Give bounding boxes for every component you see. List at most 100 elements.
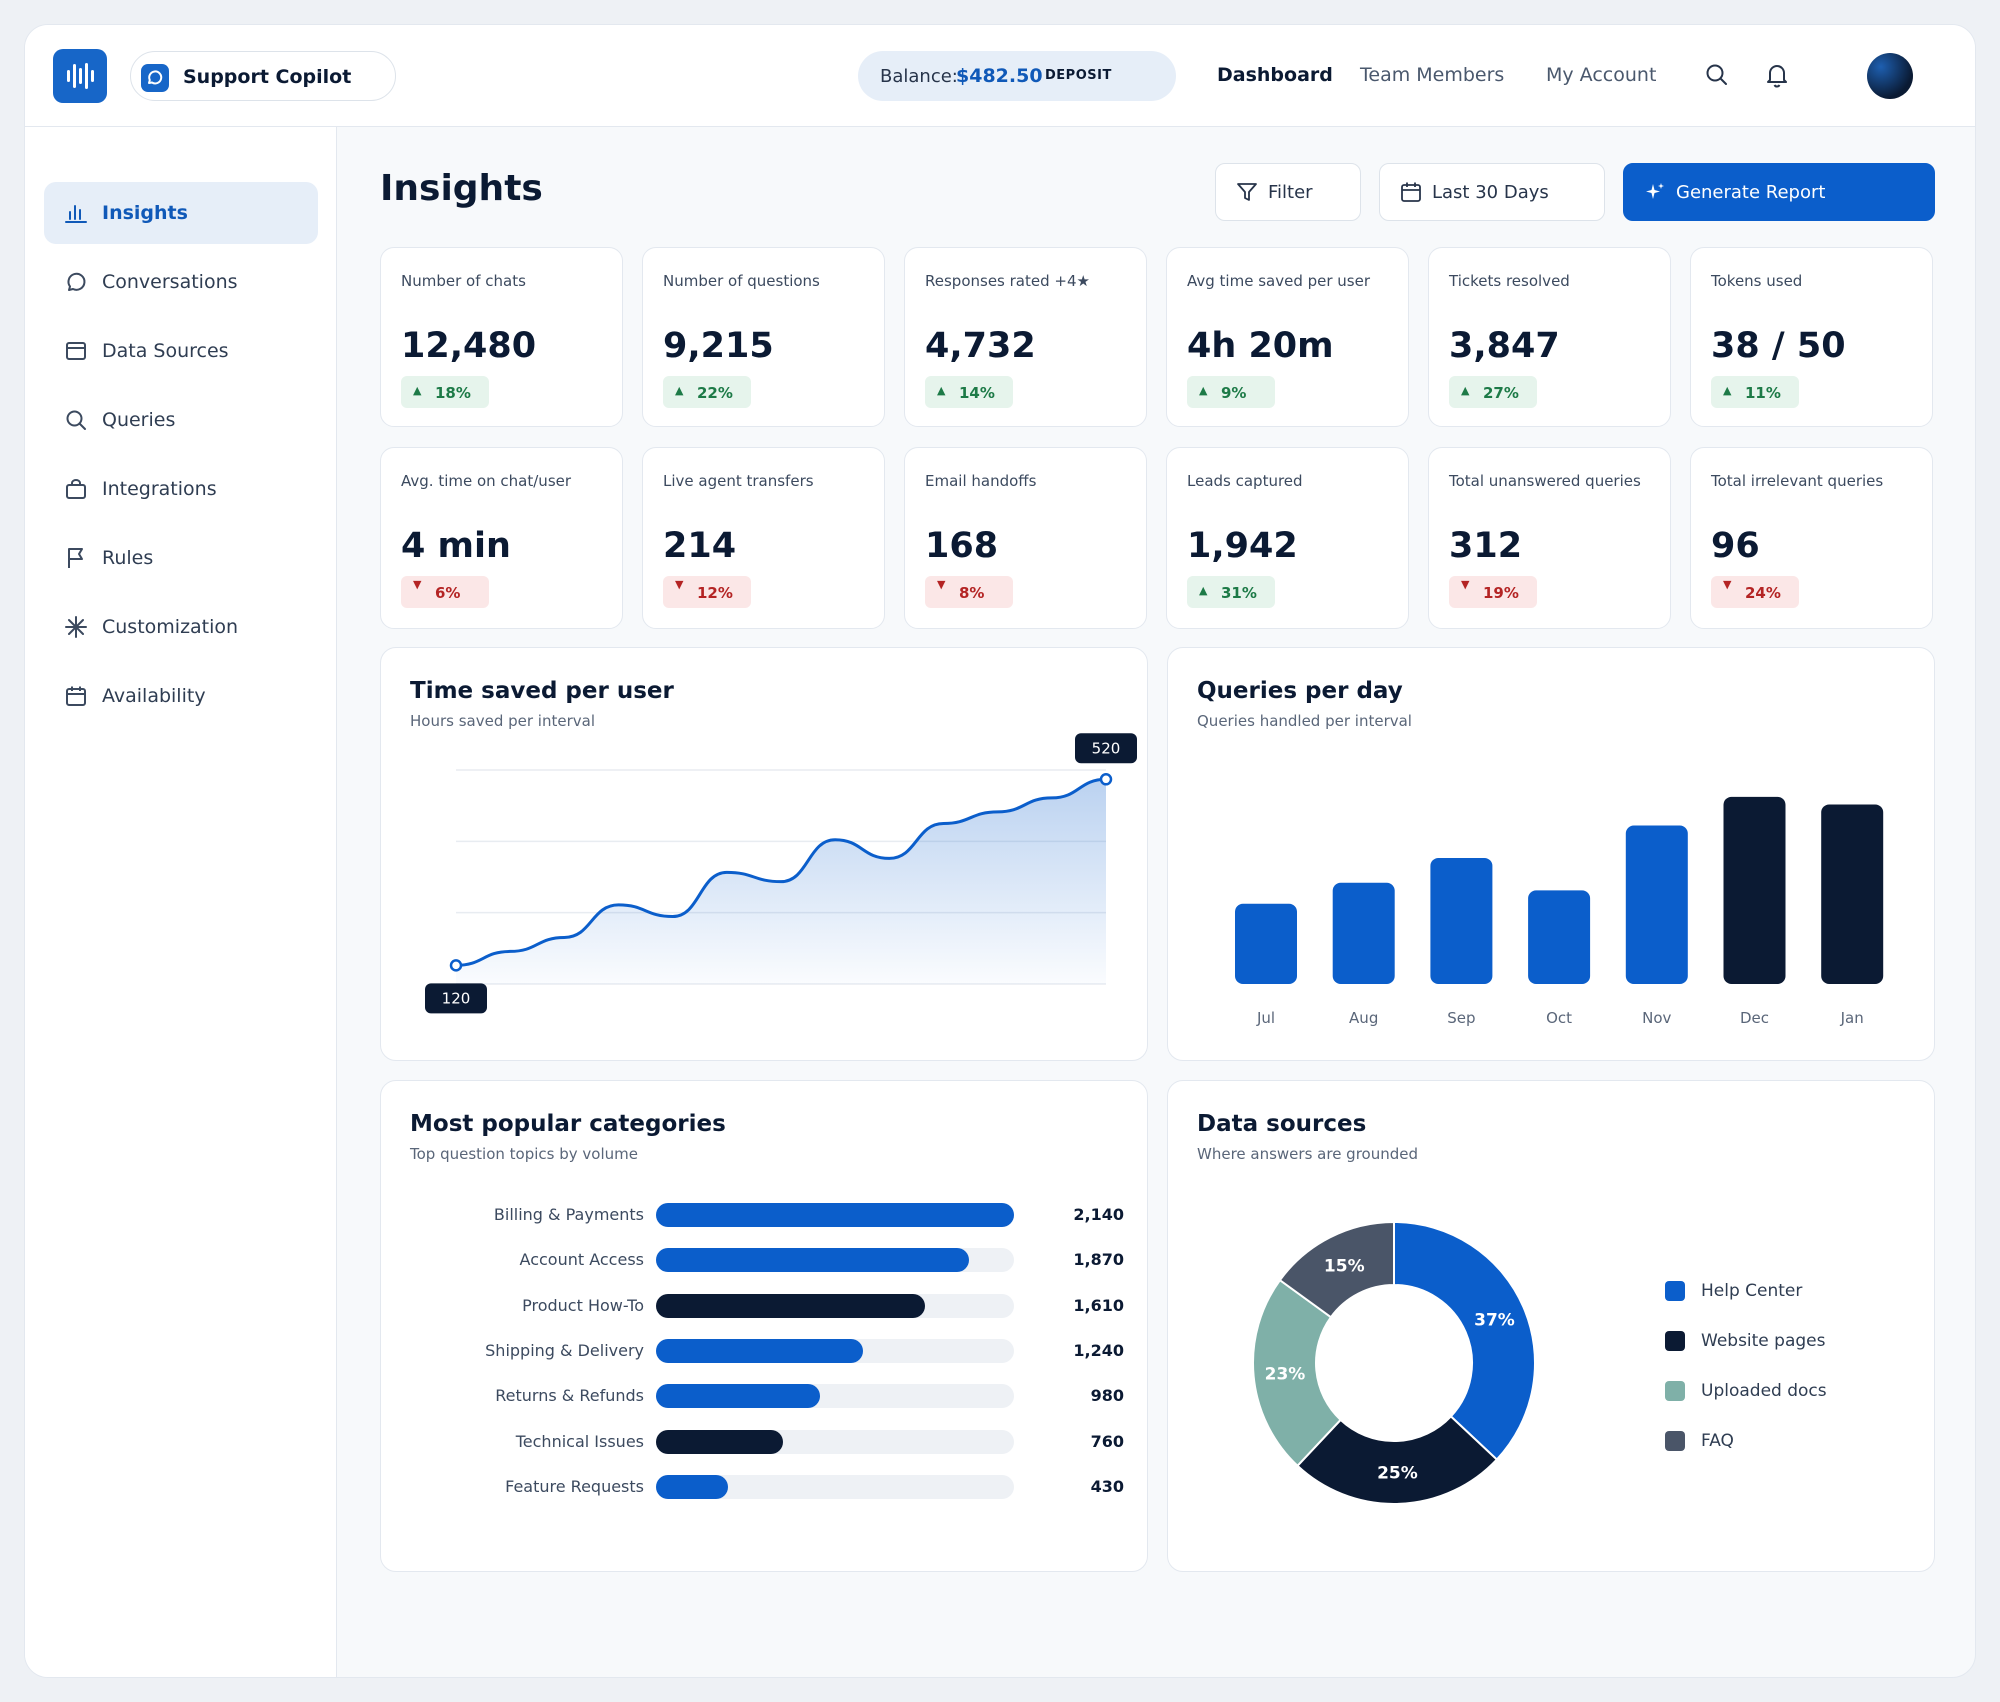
value-tag-label: 520 [1092, 739, 1121, 757]
nav-team-members[interactable]: Team Members [1360, 64, 1505, 86]
sidebar-item-rules[interactable]: Rules [44, 527, 318, 589]
kpi-card: Avg. time on chat/user 4 min ▼ 6% [380, 447, 623, 629]
kpi-change-badge: ▼ 6% [401, 576, 489, 608]
kpi-card: Avg time saved per user 4h 20m ▲ 9% [1166, 247, 1409, 427]
date-range-button[interactable]: Last 30 Days [1379, 163, 1605, 221]
kpi-change-badge: ▲ 31% [1187, 576, 1275, 608]
data-sources-donut: 37% 25% 23% 15% [1252, 1220, 1536, 1505]
filter-button[interactable]: Filter [1215, 163, 1361, 221]
sparkle-icon [64, 615, 88, 639]
kpi-value: 38 / 50 [1711, 326, 1846, 366]
chart-title: Data sources [1197, 1111, 1367, 1137]
x-tick-label: Jul [1256, 1009, 1275, 1027]
kpi-value: 9,215 [663, 326, 774, 366]
sidebar-item-data-sources[interactable]: Data Sources [44, 320, 318, 382]
kpi-card: Leads captured 1,942 ▲ 31% [1166, 447, 1409, 629]
nav-my-account[interactable]: My Account [1546, 64, 1657, 86]
sidebar-item-label: Customization [102, 616, 239, 638]
time-saved-chart: 120 520 [425, 733, 1137, 1014]
category-label: Shipping & Delivery [485, 1340, 644, 1360]
arrow-up-icon: ▲ [413, 384, 422, 397]
nav-dashboard[interactable]: Dashboard [1217, 64, 1333, 86]
category-track [656, 1384, 1014, 1409]
category-label: Billing & Payments [493, 1205, 644, 1224]
popular-categories-card: Most popular categories Top question top… [380, 1080, 1148, 1572]
kpi-label: Tokens used [1711, 272, 1803, 290]
series-line [455, 777, 1107, 967]
category-bar [656, 1248, 969, 1273]
arrow-down-icon: ▼ [675, 578, 684, 591]
kpi-label: Avg time saved per user [1187, 272, 1371, 290]
logo-icon[interactable] [53, 49, 107, 103]
bar [1625, 825, 1688, 984]
kpi-change-value: 27% [1483, 384, 1519, 402]
chat-bubble-icon [141, 64, 169, 92]
kpi-label: Total unanswered queries [1449, 472, 1641, 490]
bar [1332, 882, 1395, 984]
kpi-change-value: 31% [1221, 584, 1257, 602]
chart-title: Most popular categories [410, 1111, 726, 1137]
kpi-label: Number of chats [401, 272, 526, 290]
kpi-label: Email handoffs [925, 472, 1037, 490]
arrow-down-icon: ▼ [937, 578, 946, 591]
kpi-value: 96 [1711, 526, 1760, 566]
sidebar-item-label: Conversations [102, 271, 238, 293]
sidebar-item-integrations[interactable]: Integrations [44, 458, 318, 520]
kpi-label: Responses rated +4★ [925, 272, 1090, 290]
app-switcher[interactable]: Support Copilot [130, 51, 396, 101]
kpi-card: Number of questions 9,215 ▲ 22% [642, 247, 885, 427]
sidebar-item-availability[interactable]: Availability [44, 665, 318, 727]
slice-label: 15% [1324, 1256, 1365, 1276]
sidebar-item-label: Rules [102, 547, 154, 569]
sidebar-item-customization[interactable]: Customization [44, 596, 318, 658]
category-value: 1,870 [1073, 1250, 1124, 1270]
sidebar-item-conversations[interactable]: Conversations [44, 251, 318, 313]
kpi-change-value: 12% [697, 584, 733, 602]
deposit-button[interactable]: DEPOSIT [1045, 68, 1112, 83]
app-window: Support Copilot Balance: $482.50 DEPOSIT… [24, 24, 1976, 1678]
category-label: Product How-To [522, 1295, 644, 1315]
kpi-label: Live agent transfers [663, 472, 814, 490]
kpi-change-badge: ▲ 18% [401, 376, 489, 408]
generate-report-label: Generate Report [1676, 182, 1826, 203]
balance-label: Balance: [880, 66, 958, 87]
legend-label: FAQ [1701, 1431, 1734, 1451]
arrow-up-icon: ▲ [1461, 384, 1470, 397]
legend-label: Uploaded docs [1701, 1381, 1827, 1401]
avatar[interactable] [1867, 53, 1913, 99]
app-name: Support Copilot [183, 66, 352, 88]
search-icon[interactable] [1703, 61, 1731, 89]
bell-icon[interactable] [1763, 61, 1791, 89]
arrow-up-icon: ▲ [1199, 384, 1208, 397]
time-saved-card: Time saved per user Hours saved per inte… [380, 647, 1148, 1061]
category-value: 1,610 [1073, 1295, 1124, 1315]
queries-per-day-card: Queries per day Queries handled per inte… [1167, 647, 1935, 1061]
x-tick-label: Oct [1546, 1009, 1572, 1027]
value-tag [425, 983, 487, 1014]
sidebar-item-label: Data Sources [102, 340, 229, 362]
search-icon [64, 408, 88, 432]
data-point [449, 959, 463, 972]
donut-slice [1278, 1220, 1395, 1319]
kpi-value: 1,942 [1187, 526, 1298, 566]
x-tick-label: Dec [1740, 1009, 1769, 1027]
generate-report-button[interactable]: Generate Report [1623, 163, 1935, 221]
sidebar: Insights Conversations Data Sources Quer… [25, 127, 337, 1677]
sidebar-item-queries[interactable]: Queries [44, 389, 318, 451]
kpi-label: Tickets resolved [1449, 272, 1570, 290]
kpi-card: Number of chats 12,480 ▲ 18% [380, 247, 623, 427]
kpi-value: 214 [663, 526, 737, 566]
kpi-card: Total irrelevant queries 96 ▼ 24% [1690, 447, 1933, 629]
filter-label: Filter [1268, 182, 1313, 203]
kpi-label: Avg. time on chat/user [401, 472, 572, 490]
category-label: Account Access [519, 1250, 644, 1270]
category-value: 2,140 [1073, 1205, 1124, 1224]
kpi-card: Total unanswered queries 312 ▼ 19% [1428, 447, 1671, 629]
category-label: Returns & Refunds [495, 1386, 644, 1406]
sidebar-item-insights[interactable]: Insights [44, 182, 318, 244]
legend-swatch [1665, 1381, 1685, 1401]
kpi-value: 168 [925, 526, 999, 566]
donut-slice [1252, 1278, 1343, 1468]
kpi-change-value: 8% [959, 584, 985, 602]
chart-subtitle: Where answers are grounded [1197, 1145, 1419, 1163]
